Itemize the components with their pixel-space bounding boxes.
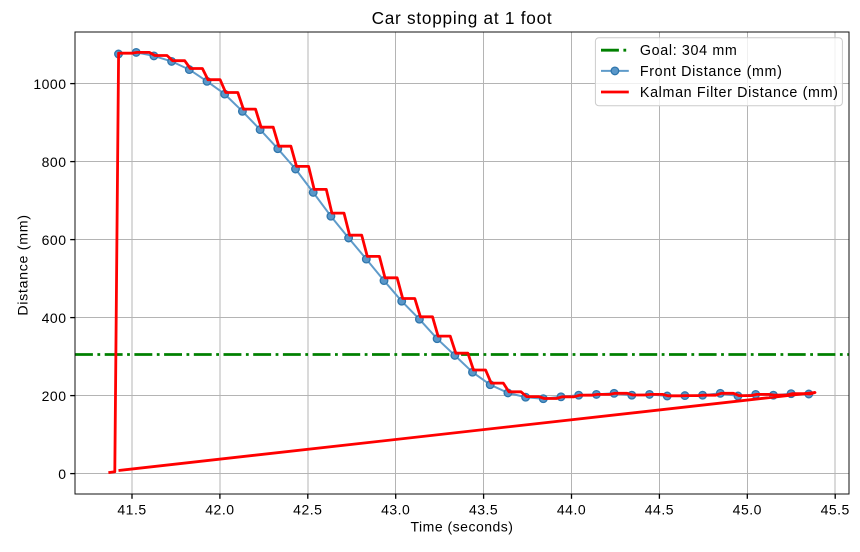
- svg-text:41.5: 41.5: [117, 502, 146, 518]
- svg-text:200: 200: [42, 388, 67, 404]
- svg-text:Front Distance (mm): Front Distance (mm): [640, 64, 783, 80]
- svg-text:400: 400: [42, 310, 67, 326]
- svg-text:Goal: 304 mm: Goal: 304 mm: [640, 43, 738, 59]
- svg-text:600: 600: [42, 232, 67, 248]
- svg-text:42.0: 42.0: [205, 502, 234, 518]
- svg-text:Kalman Filter Distance (mm): Kalman Filter Distance (mm): [640, 85, 839, 101]
- svg-text:0: 0: [58, 466, 66, 482]
- svg-text:Time (seconds): Time (seconds): [411, 519, 514, 535]
- svg-text:800: 800: [42, 154, 67, 170]
- svg-text:43.0: 43.0: [381, 502, 410, 518]
- svg-text:45.0: 45.0: [733, 502, 762, 518]
- svg-text:1000: 1000: [33, 76, 66, 92]
- svg-text:Car stopping at 1 foot: Car stopping at 1 foot: [372, 8, 553, 28]
- svg-text:Distance (mm): Distance (mm): [16, 214, 32, 315]
- svg-text:44.5: 44.5: [645, 502, 674, 518]
- svg-text:44.0: 44.0: [557, 502, 586, 518]
- svg-text:42.5: 42.5: [293, 502, 322, 518]
- svg-text:43.5: 43.5: [469, 502, 498, 518]
- svg-text:45.5: 45.5: [821, 502, 850, 518]
